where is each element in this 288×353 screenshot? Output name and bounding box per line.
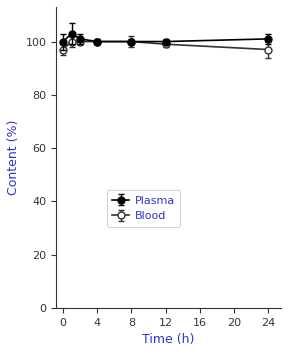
Y-axis label: Content (%): Content (%) xyxy=(7,120,20,195)
Legend: Plasma, Blood: Plasma, Blood xyxy=(107,190,180,227)
X-axis label: Time (h): Time (h) xyxy=(143,333,195,346)
